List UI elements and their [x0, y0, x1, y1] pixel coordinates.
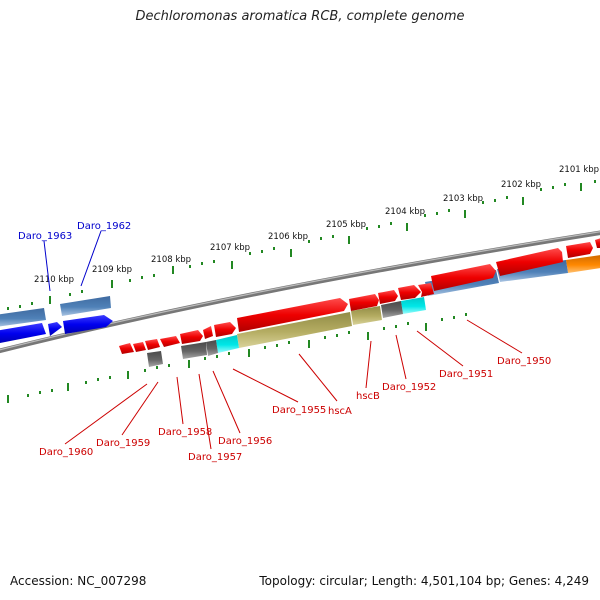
- scale-label: 2101 kbp: [559, 165, 599, 175]
- gene-red-fwd-8[interactable]: [214, 322, 236, 337]
- gene-red-fwd-10[interactable]: [180, 330, 203, 344]
- label-daro-1960: Daro_1960: [39, 447, 93, 458]
- gene-blue-1[interactable]: [0, 323, 46, 344]
- accession-text: Accession: NC_007298: [10, 574, 147, 588]
- label-daro-1955: Daro_1955: [272, 405, 326, 416]
- map-title: Dechloromonas aromatica RCB, complete ge…: [135, 9, 465, 24]
- label-daro-1963: Daro_1963: [18, 231, 72, 242]
- gene-red-fwd-15[interactable]: [595, 238, 600, 248]
- gene-blue-3[interactable]: [63, 315, 113, 334]
- genome-backbone: [0, 230, 600, 354]
- reverse-strand-genes: [0, 315, 113, 344]
- gene-daro-1952[interactable]: [401, 297, 426, 314]
- gene-red-fwd-2[interactable]: [431, 264, 496, 291]
- gene-hscB[interactable]: [381, 301, 403, 318]
- label-daro-1956: Daro_1956: [218, 436, 272, 447]
- gene-red-fwd-13[interactable]: [133, 342, 146, 352]
- gene-red-fwd-14[interactable]: [119, 343, 134, 354]
- gene-red-fwd-3[interactable]: [418, 283, 434, 297]
- scale-label: 2107 kbp: [210, 243, 250, 253]
- gene-red-fwd-1[interactable]: [496, 248, 563, 276]
- gene-fwd-steel-1[interactable]: [497, 260, 568, 282]
- label-daro-1958: Daro_1958: [158, 427, 212, 438]
- gene-red-fwd-6[interactable]: [349, 294, 379, 311]
- gene-daro-1950[interactable]: [566, 242, 593, 258]
- label-daro-1957: Daro_1957: [188, 452, 242, 463]
- genome-stats-text: Topology: circular; Length: 4,501,104 bp…: [259, 574, 589, 588]
- scale-label: 2109 kbp: [92, 265, 132, 275]
- scale-label: 2110 kbp: [34, 275, 74, 285]
- lower-scale-ticks: [7, 313, 467, 403]
- top-leader-lines: [43, 230, 102, 292]
- scale-label: 2106 kbp: [268, 232, 308, 242]
- top-gene-labels: Daro_1963 Daro_1962: [18, 221, 131, 242]
- gene-fwd-orange[interactable]: [566, 255, 600, 273]
- gene-hscA[interactable]: [351, 306, 382, 325]
- gene-daro-1956[interactable]: [216, 335, 239, 353]
- label-daro-1959: Daro_1959: [96, 438, 150, 449]
- label-daro-1962: Daro_1962: [77, 221, 131, 232]
- scale-label: 2104 kbp: [385, 207, 425, 217]
- scale-label: 2102 kbp: [501, 180, 541, 190]
- label-daro-1950: Daro_1950: [497, 356, 551, 367]
- gene-red-fwd-4[interactable]: [398, 285, 421, 300]
- gene-daro-1957[interactable]: [206, 340, 218, 356]
- gene-daro-1958[interactable]: [181, 342, 207, 359]
- gene-red-fwd-11[interactable]: [160, 336, 180, 347]
- gene-daro-1955[interactable]: [237, 312, 352, 348]
- label-hscB: hscB: [356, 391, 380, 402]
- gene-red-fwd-7[interactable]: [237, 298, 348, 332]
- gene-red-fwd-9[interactable]: [203, 326, 213, 339]
- gene-daro-1959[interactable]: [147, 351, 163, 367]
- scale-label: 2108 kbp: [151, 255, 191, 265]
- gene-daro-1962[interactable]: [60, 296, 111, 316]
- bottom-gene-labels: Daro_1960 Daro_1959 Daro_1958 Daro_1957 …: [39, 356, 551, 463]
- scale-labels: 2101 kbp 2102 kbp 2103 kbp 2104 kbp 2105…: [34, 165, 599, 285]
- label-daro-1952: Daro_1952: [382, 382, 436, 393]
- scale-label: 2103 kbp: [443, 194, 483, 204]
- scale-label: 2105 kbp: [326, 220, 366, 230]
- gene-blue-2[interactable]: [48, 322, 62, 336]
- label-hscA: hscA: [328, 406, 352, 417]
- bottom-leader-lines: [64, 319, 523, 450]
- gene-daro-1963[interactable]: [0, 308, 46, 327]
- label-daro-1951: Daro_1951: [439, 369, 493, 380]
- forward-strand-genes: [0, 238, 600, 367]
- gene-red-fwd-12[interactable]: [145, 339, 160, 350]
- upper-scale-ticks: [7, 180, 596, 310]
- gene-red-fwd-5[interactable]: [378, 290, 398, 304]
